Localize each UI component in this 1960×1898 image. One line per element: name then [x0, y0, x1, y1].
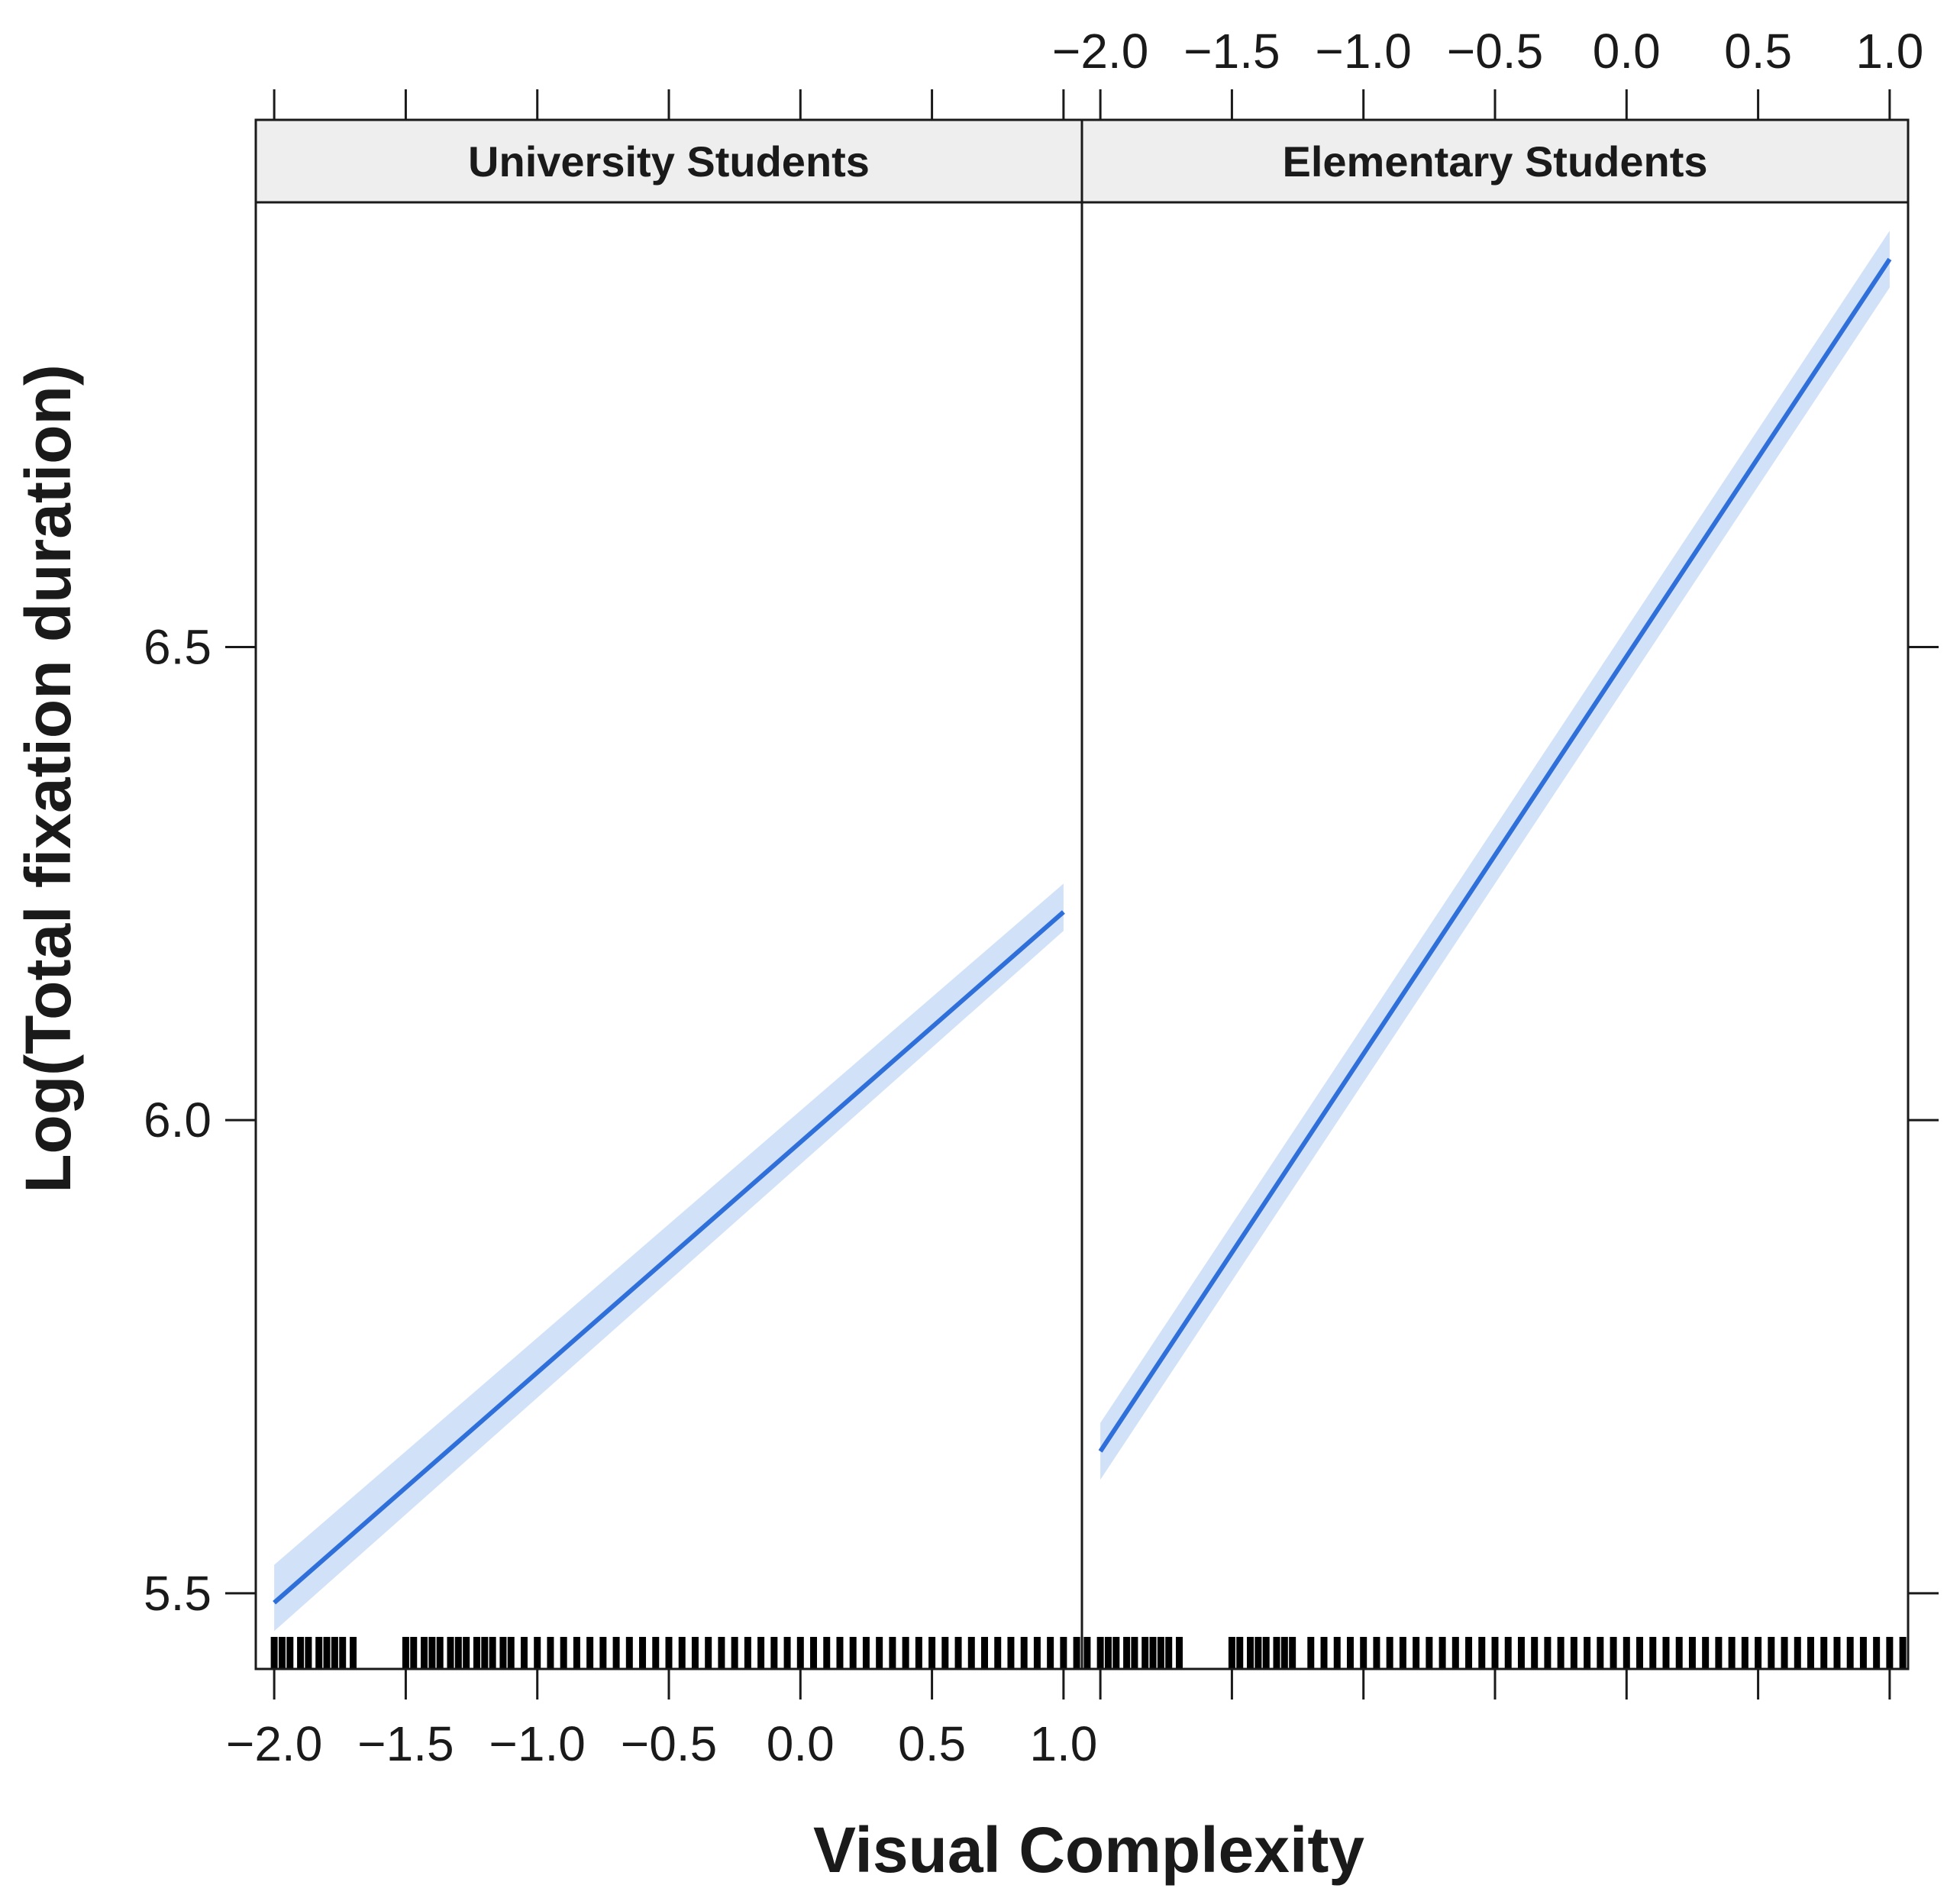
panel-elementary: Elementary Students: [1080, 118, 1910, 1670]
x-tick-label-top: 0.5: [1724, 24, 1792, 79]
axes-layer: −2.0 −2.0 −1.5 −1.5 −1.0 −1.0 −0.5 −0.5 0.0 0.0 0.…: [144, 24, 1939, 1771]
x-tick-label-bottom: −0.5: [621, 1716, 717, 1771]
x-tick-label-top: −1.5: [1183, 24, 1280, 79]
x-tick-label-top: −0.5: [1447, 24, 1543, 79]
x-tick-label-top: −1.0: [1316, 24, 1412, 79]
x-tick-label-bottom: −1.0: [489, 1716, 586, 1771]
x-tick-label-top: −2.0: [1052, 24, 1148, 79]
x-tick-label-top: 0.0: [1593, 24, 1661, 79]
y-tick-label: 5.5: [144, 1566, 211, 1621]
y-axis-title: Log(Total fixation duration): [12, 364, 84, 1193]
fit-line: [273, 910, 1065, 1605]
rug: [1083, 1637, 1907, 1669]
x-axis-title: Visual Complexity: [813, 1814, 1364, 1886]
strip-label: Elementary Students: [1282, 137, 1707, 186]
panels-layer: University Students Elementary Students: [254, 118, 1910, 1670]
panel-frame: [254, 201, 1083, 1670]
x-tick-label-bottom: 0.5: [898, 1716, 966, 1771]
x-tick-label-bottom: 0.0: [767, 1716, 835, 1771]
strip-label: University Students: [468, 137, 870, 186]
y-tick-label: 6.5: [144, 619, 211, 674]
x-tick-label-top: 1.0: [1855, 24, 1923, 79]
y-tick-label: 6.0: [144, 1093, 211, 1148]
x-tick-label-bottom: −1.5: [357, 1716, 454, 1771]
strip-header: [254, 118, 1083, 204]
x-tick-label-bottom: −2.0: [226, 1716, 322, 1771]
strip-header: [1080, 118, 1910, 204]
rug: [270, 1637, 1080, 1669]
fit-line: [1098, 257, 1892, 1453]
x-tick-label-bottom: 1.0: [1029, 1716, 1097, 1771]
panel-university: University Students: [254, 118, 1083, 1670]
